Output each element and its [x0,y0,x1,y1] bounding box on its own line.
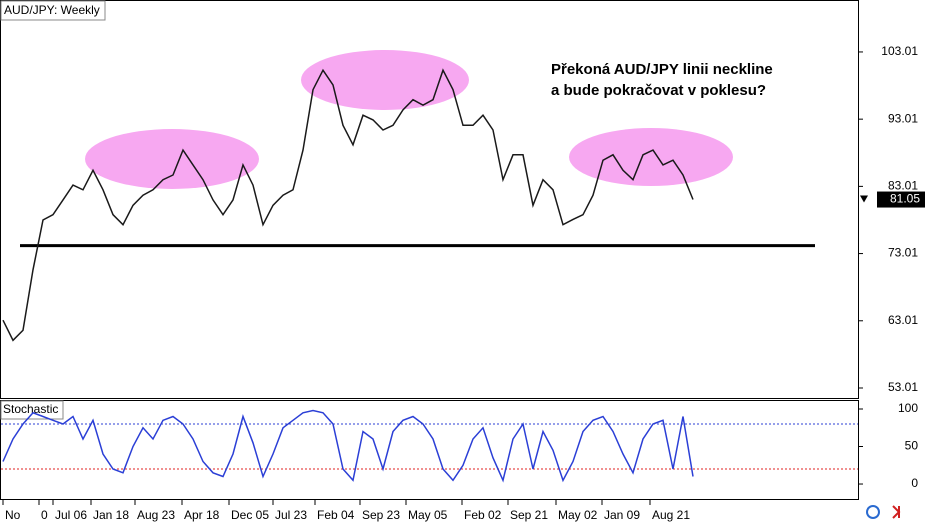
stochastic-panel-border [0,400,859,500]
series-line [2,409,694,483]
x-tick-label: Jan 09 [604,508,640,522]
x-tick-label: Dec 05 [231,508,269,522]
x-tick-label: Feb 04 [317,508,355,522]
x-tick-label: No [5,508,21,522]
y-tick-label: 50 [905,439,919,453]
annotation: Překoná AUD/JPY linii neckline [551,61,773,78]
icon[interactable] [892,505,901,519]
x-tick-label: Apr 18 [184,508,220,522]
x-tick-label: 0 [41,508,48,522]
x-tick-label: Jan 18 [93,508,129,522]
annotation: a bude pokračovat v poklesu? [551,82,766,99]
stochastic-title: Stochastic [3,402,58,416]
main-panel-border [0,0,859,399]
stochastic-title-box [0,400,64,420]
x-tick-label: Aug 21 [652,508,690,522]
icon[interactable] [866,505,880,519]
x-tick-label: Aug 23 [137,508,175,522]
x-tick-label: May 02 [558,508,598,522]
x-tick-label: Sep 23 [362,508,400,522]
x-tick-label: May 05 [408,508,448,522]
y-tick-label: 93.01 [888,111,918,125]
price-label: 81.05 [890,192,920,206]
y-tick-label: 63.01 [888,313,918,327]
highlight-ellipse [301,50,469,110]
y-tick-label: 100 [898,401,918,415]
price-marker [877,191,925,208]
x-tick-label: Sep 21 [510,508,548,522]
y-tick-label: 0 [911,476,918,490]
highlight-ellipse [85,129,259,189]
x-tick-label: Jul 06 [55,508,87,522]
price-arrow [860,195,868,203]
toolbar-icons[interactable] [866,505,901,519]
y-tick-label: 83.01 [888,179,918,193]
series-line [2,68,694,342]
x-tick-label: Jul 23 [275,508,307,522]
y-tick-label: 103.01 [881,44,918,58]
y-tick-label: 73.01 [888,246,918,260]
chart-title: AUD/JPY: Weekly [4,3,100,17]
x-tick-label: Feb 02 [464,508,502,522]
title-box [0,0,106,21]
highlight-ellipse [569,128,733,186]
y-tick-label: 53.01 [888,380,918,394]
